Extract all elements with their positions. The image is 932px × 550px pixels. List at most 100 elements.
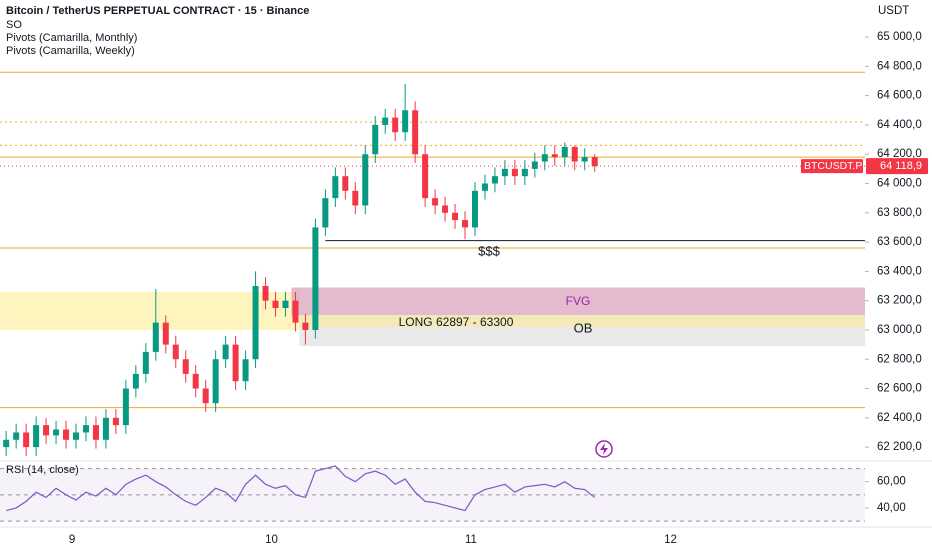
plot-layer: 62 200,0 62 400,0 62 600,0 62 800,0 63 000,0… — [0, 31, 932, 546]
candle-body — [222, 344, 229, 360]
candle-body — [112, 417, 119, 426]
y-tick-label: 64 400,0 — [877, 119, 922, 131]
rsi-title: RSI (14, close) — [6, 464, 79, 476]
y-tick-label: 63 800,0 — [877, 207, 922, 219]
candle-body — [202, 388, 209, 404]
candle-body — [182, 359, 189, 374]
y-tick-label: 63 000,0 — [877, 324, 922, 336]
annotation: FVG — [566, 294, 591, 308]
candle-body — [242, 359, 249, 382]
candle-body — [432, 198, 439, 206]
candle-body — [192, 373, 199, 389]
candle-body — [33, 425, 40, 448]
candle-body — [142, 351, 149, 374]
candle-body — [571, 146, 578, 162]
candle-body — [162, 322, 169, 345]
candle-body — [581, 157, 588, 162]
x-tick-label: 9 — [69, 534, 75, 546]
annotation: OB — [574, 320, 593, 335]
candle-body — [531, 161, 538, 169]
candle-body — [322, 198, 329, 228]
y-tick-label: 62 400,0 — [877, 412, 922, 424]
annotation: $$$ — [478, 243, 500, 258]
y-tick-label: 63 600,0 — [877, 236, 922, 248]
candle-body — [501, 168, 508, 177]
candle-body — [172, 344, 179, 360]
candle-body — [511, 168, 518, 177]
candle-body — [402, 110, 409, 133]
candle-body — [252, 286, 259, 360]
price-label: 64 118,9 — [880, 160, 922, 172]
y-tick-label: 65 000,0 — [877, 31, 922, 43]
candle-body — [541, 154, 548, 162]
candle-body — [82, 425, 89, 433]
zone — [299, 315, 865, 328]
candle-body — [452, 212, 459, 221]
alert-icon[interactable] — [595, 440, 613, 458]
y-tick-label: 63 400,0 — [877, 265, 922, 277]
candle-body — [352, 190, 359, 206]
candle-body — [73, 432, 80, 440]
candle-body — [272, 300, 279, 308]
y-tick-label: 64 800,0 — [877, 60, 922, 72]
candle-body — [282, 300, 289, 308]
price-tag — [866, 158, 928, 175]
y-tick-label: 62 200,0 — [877, 441, 922, 453]
candle-body — [382, 117, 389, 125]
y-tick-label: 60,00 — [877, 476, 906, 488]
indicator-name: Pivots (Camarilla, Monthly) — [6, 32, 137, 44]
candle-body — [3, 439, 10, 448]
currency-unit: USDT — [878, 5, 909, 17]
x-tick-label: 10 — [265, 534, 278, 546]
candle-body — [362, 154, 369, 206]
indicator-name: Pivots (Camarilla, Weekly) — [6, 45, 135, 57]
candle-body — [23, 432, 30, 448]
zone — [0, 291, 300, 330]
y-tick-label: 62 800,0 — [877, 353, 922, 365]
candle-body — [471, 190, 478, 228]
candle-body — [462, 220, 469, 228]
candle-body — [332, 176, 339, 199]
candle-body — [53, 429, 60, 436]
candle-body — [262, 286, 269, 301]
y-tick-label: 64 000,0 — [877, 178, 922, 190]
candle-body — [212, 359, 219, 404]
indicator-name: SO — [6, 19, 22, 31]
candle-body — [13, 432, 20, 440]
candle-body — [92, 425, 99, 440]
candle-body — [342, 176, 349, 191]
candle-body — [43, 425, 50, 436]
candle-body — [422, 154, 429, 199]
candle-body — [591, 157, 598, 167]
candle-body — [292, 300, 299, 323]
symbol-label: BTCUSDT.P — [804, 160, 862, 172]
candle-body — [152, 322, 159, 352]
candle-body — [412, 110, 419, 155]
annotation: LONG 62897 - 63300 — [399, 315, 514, 329]
candle-body — [102, 417, 109, 440]
candle-body — [232, 344, 239, 382]
y-tick-label: 63 200,0 — [877, 295, 922, 307]
y-tick-label: 64 200,0 — [877, 148, 922, 160]
candle-body — [521, 168, 528, 177]
y-tick-label: 62 600,0 — [877, 383, 922, 395]
x-tick-label: 11 — [465, 534, 477, 546]
symbol-tag — [801, 159, 863, 174]
y-tick-label: 64 600,0 — [877, 90, 922, 102]
candle-body — [312, 227, 319, 330]
candle-body — [551, 154, 558, 158]
x-tick-label: 12 — [664, 534, 677, 546]
candle-body — [561, 146, 568, 158]
candle-body — [442, 205, 449, 213]
zone — [291, 287, 865, 316]
y-tick-label: 40,00 — [877, 502, 906, 514]
candle-body — [122, 388, 129, 426]
candle-body — [392, 117, 399, 133]
candle-body — [302, 322, 309, 330]
candle-body — [481, 183, 488, 191]
candle-body — [132, 373, 139, 389]
candle-body — [63, 429, 70, 440]
rsi-line — [6, 465, 596, 512]
candle-body — [491, 176, 498, 184]
